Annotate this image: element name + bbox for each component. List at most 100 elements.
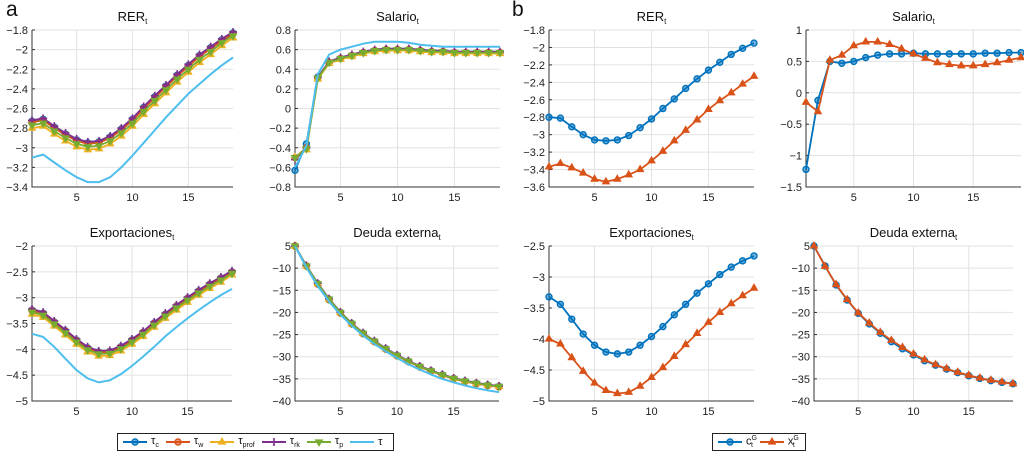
data-point [738,79,747,87]
legend-symbol: c [746,435,752,448]
legend-symbol: x [787,435,794,448]
data-point [635,164,645,173]
legend-item: τc [122,435,159,449]
data-point [556,114,565,122]
legend-swatch-none [350,441,375,443]
data-point [567,162,577,171]
data-point [750,252,758,260]
y-tick-label: 0.5 [787,56,802,68]
data-point [704,317,713,325]
data-point [314,439,324,448]
data-point [909,48,918,57]
data-point [920,354,929,363]
data-point [494,383,504,392]
subplot-title: Salariot [892,9,935,26]
y-tick-label: −20 [272,307,291,319]
title-text: Exportaciones [90,225,173,240]
y-tick-label: −5 [15,396,28,408]
legend-label: cGt [746,435,757,450]
data-point [579,330,587,338]
data-point [403,358,413,367]
data-point [161,87,171,95]
y-tick-label: 0.2 [276,84,291,96]
x-tick-label: 10 [391,406,403,418]
x-tick-label: 15 [181,406,193,418]
data-point [956,60,966,69]
subplot-title: Salariot [376,9,419,26]
data-point [590,136,599,144]
data-point [578,168,588,176]
y-tick-label: −0.2 [269,123,291,135]
y-tick-label: −10 [272,263,291,275]
series-tau [31,288,233,384]
data-point [568,315,576,323]
legend-label: xGt [787,434,799,450]
subplot-b-salario: 5 10 15 −1.5 −1 −0.5 0 0.5 1 Salariot [780,9,1024,204]
data-point [659,322,667,331]
legend-label: τ [378,436,382,448]
y-tick-label: −40 [791,396,810,408]
data-point [601,176,611,185]
legend-superscript: G [793,434,799,442]
y-tick-label: −4 [15,344,28,356]
data-point [105,350,115,359]
data-point [921,53,930,61]
y-tick-label: −3.4 [523,165,545,177]
data-point [727,263,735,271]
data-point [873,51,882,59]
series-x_G [544,71,759,185]
axes [31,30,233,188]
data-point [415,48,425,56]
title-text: Salario [892,9,932,24]
x-tick-label: 10 [907,406,919,418]
data-point [968,60,978,69]
series-line-tau [31,288,233,384]
data-point [986,375,996,383]
data-point [647,332,656,341]
data-point [658,146,668,154]
series-tau [31,56,234,184]
data-point [437,372,447,380]
data-point [681,300,690,308]
y-tick-label: 0.8 [276,25,291,37]
data-point [227,270,237,279]
y-tick-label: −40 [272,396,291,408]
legend-subscript: p [339,442,344,450]
legend-subscript: rk [294,442,300,450]
data-point [128,120,137,129]
data-point [715,95,725,104]
axes [294,30,500,188]
y-tick-label: −1.8 [6,25,28,37]
data-point [94,351,104,359]
data-point [1008,378,1018,387]
data-point [659,104,667,113]
x-tick-label: 5 [74,192,80,204]
subplot-title: Deuda externat [353,225,441,242]
title-subscript: t [664,17,667,26]
legend-b: cGt xGt [712,433,806,451]
data-point [149,322,159,331]
legend-subscript: c [155,442,159,450]
y-tick-label: 0.4 [276,64,291,76]
series-line-tau [294,245,500,394]
data-point [471,380,481,389]
data-point [336,55,345,64]
legend-subscript: w [198,442,204,450]
y-tick-label: 1 [796,25,802,37]
series-tau [294,40,500,168]
data-point [993,49,1001,57]
data-point [897,50,906,58]
data-point [544,333,554,342]
data-point [885,50,894,58]
data-point [849,40,859,49]
x-tick-label: 10 [645,192,657,204]
data-point [484,49,493,58]
data-point [738,44,747,53]
data-point [38,120,48,129]
series-tau_rk [28,27,237,146]
data-point [438,48,448,57]
data-point [556,300,565,308]
data-point [483,382,493,391]
legend-swatch-circle [718,438,742,446]
